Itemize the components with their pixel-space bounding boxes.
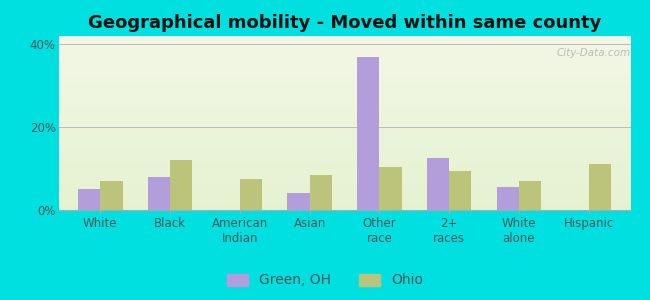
Legend: Green, OH, Ohio: Green, OH, Ohio xyxy=(222,268,428,293)
Bar xyxy=(287,194,309,210)
Bar xyxy=(78,189,100,210)
Bar xyxy=(357,57,380,210)
Bar xyxy=(497,187,519,210)
Bar xyxy=(240,179,262,210)
Bar xyxy=(100,181,123,210)
Bar xyxy=(380,167,402,210)
Bar xyxy=(427,158,449,210)
Text: City-Data.com: City-Data.com xyxy=(556,48,630,58)
Bar xyxy=(309,175,332,210)
Bar xyxy=(519,181,541,210)
Bar xyxy=(148,177,170,210)
Bar xyxy=(449,171,471,210)
Bar xyxy=(589,164,611,210)
Bar xyxy=(170,160,192,210)
Title: Geographical mobility - Moved within same county: Geographical mobility - Moved within sam… xyxy=(88,14,601,32)
